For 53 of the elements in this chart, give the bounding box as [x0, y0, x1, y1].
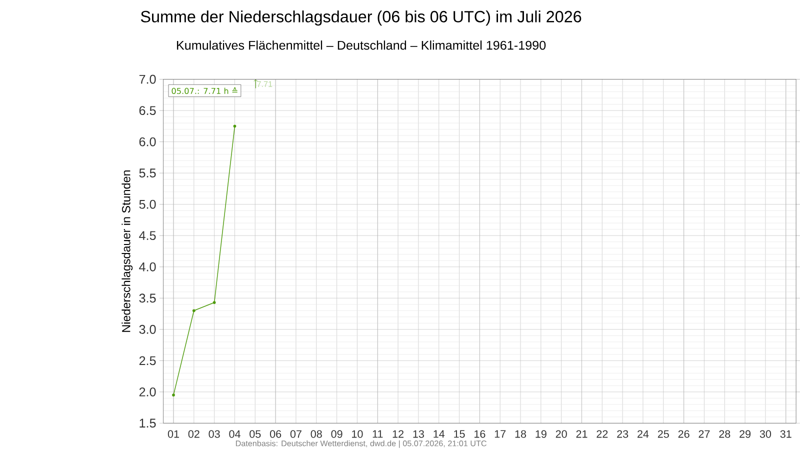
x-tick-label: 13 — [413, 430, 424, 438]
x-tick-label: 02 — [188, 430, 200, 438]
y-tick-label: 4.0 — [139, 262, 156, 272]
x-tick-label: 24 — [638, 430, 649, 438]
x-tick-label: 31 — [780, 430, 792, 438]
x-tick-label: 07 — [290, 430, 302, 438]
point — [233, 124, 236, 128]
x-tick-label: 05 — [250, 430, 261, 438]
x-tick-label: 19 — [536, 430, 546, 438]
x-tick-label: 14 — [434, 430, 445, 438]
x-tick-label: 23 — [617, 430, 628, 438]
annotation: 7.71 — [257, 81, 272, 87]
x-tick-label: 27 — [698, 430, 710, 438]
x-tick-label: 15 — [454, 430, 465, 438]
point — [212, 300, 216, 304]
y-tick-label: 2.5 — [139, 356, 156, 365]
y-tick-label: 7.0 — [139, 74, 156, 84]
y-tick-label: 4.5 — [139, 231, 156, 240]
x-tick-label: 08 — [310, 430, 322, 438]
x-tick-label: 22 — [596, 430, 608, 438]
y-tick-label: 3.5 — [139, 294, 156, 302]
annotation: 05.07.: 7.71 h ≙ — [172, 87, 238, 94]
point — [172, 393, 175, 396]
x-tick-label: 10 — [352, 430, 363, 438]
y-tick-label: 6.0 — [139, 137, 156, 146]
x-tick-label: 04 — [229, 430, 240, 438]
point — [192, 309, 196, 312]
x-tick-label: 20 — [556, 430, 567, 438]
chart-title: Summe der Niederschlagsdauer (06 bis 06 UTC) im Juli 2026 — [140, 10, 582, 26]
y-tick-label: 5.5 — [139, 168, 156, 178]
x-tick-label: 16 — [474, 430, 486, 438]
x-tick-label: 17 — [494, 430, 506, 438]
x-tick-label: 29 — [740, 430, 751, 438]
x-tick-label: 30 — [760, 430, 772, 438]
x-tick-label: 09 — [331, 430, 342, 438]
x-tick-label: 01 — [168, 430, 179, 438]
x-tick-label: 28 — [719, 430, 730, 438]
text: Datenbasis: Deutscher Wetterdienst, dwd.de | 05.07.2026, 21:01 UTC — [236, 440, 486, 448]
y-axis-title: Niederschlagsdauer in Stunden — [122, 170, 133, 332]
chart-subtitle: Kumulatives Flächenmittel – Deutschland – Klimamittel 1961-1990 — [177, 40, 546, 50]
y-tick-label: 1.5 — [140, 418, 156, 428]
x-tick-label: 26 — [678, 430, 690, 438]
x-tick-label: 25 — [658, 430, 669, 438]
x-tick-label: 21 — [576, 430, 588, 438]
y-tick-label: 6.5 — [139, 106, 156, 115]
x-tick-label: 18 — [515, 430, 526, 438]
x-tick-label: 12 — [392, 430, 404, 438]
x-tick-label: 03 — [208, 430, 220, 438]
x-tick-label: 11 — [372, 430, 383, 438]
y-tick-label: 3.0 — [139, 324, 156, 334]
y-tick-label: 5.0 — [139, 200, 156, 209]
x-tick-label: 06 — [270, 430, 282, 438]
y-tick-label: 2.0 — [139, 387, 156, 396]
